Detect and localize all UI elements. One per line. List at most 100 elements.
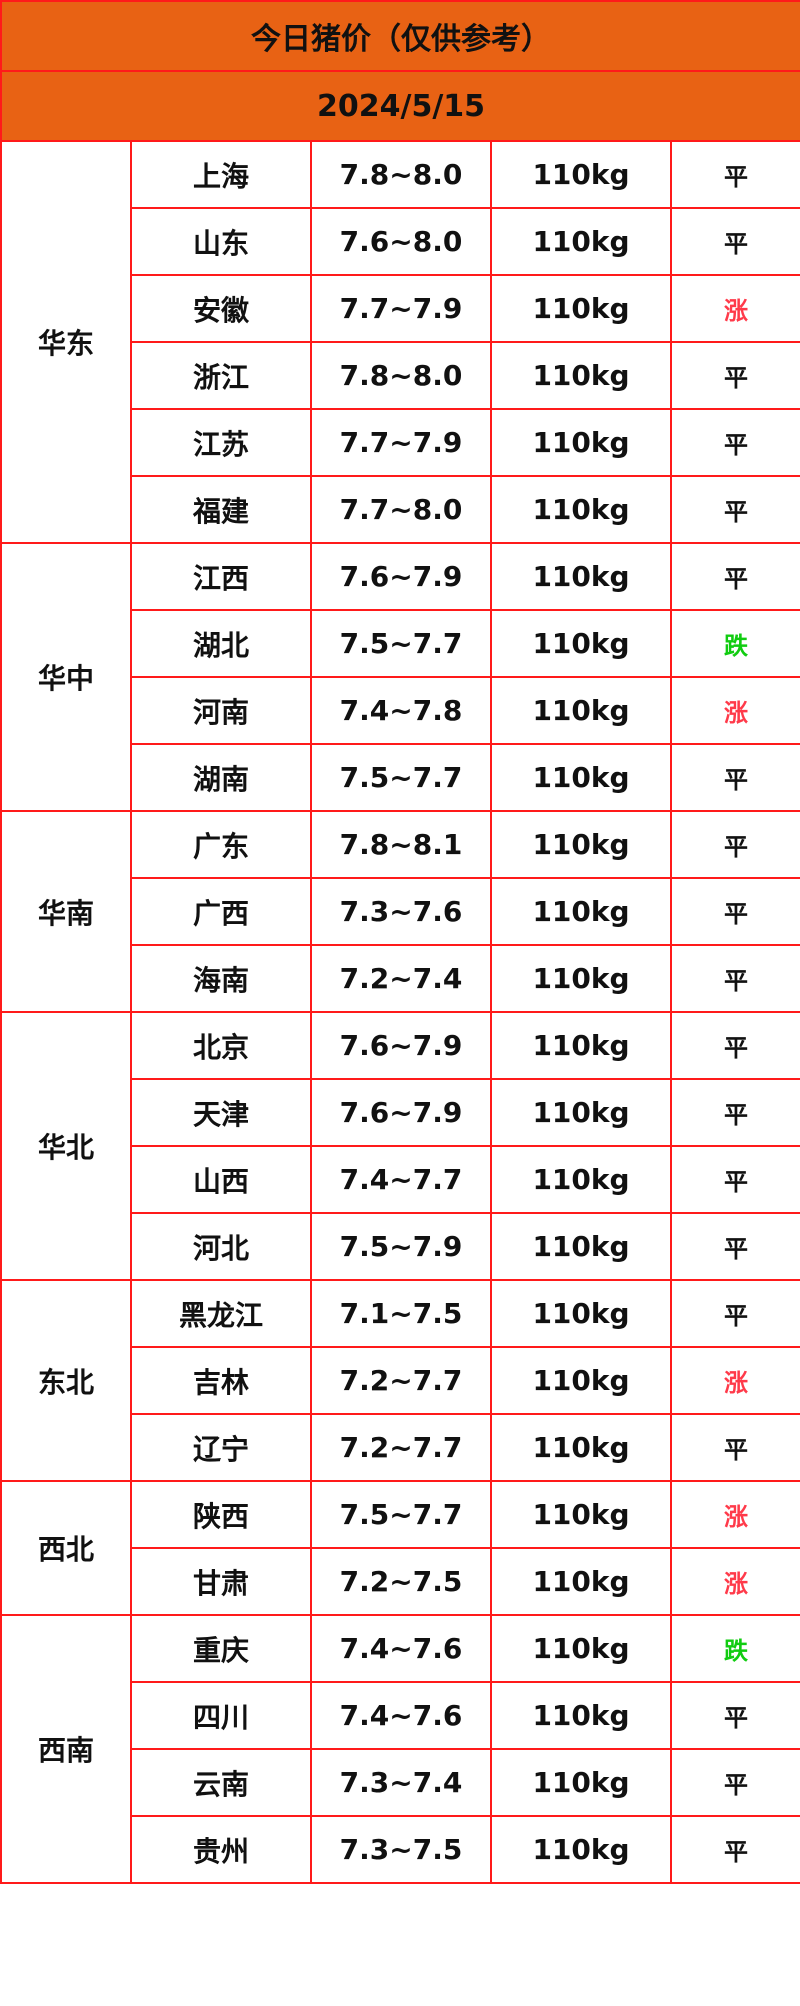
price-cell: 7.5~7.7: [310, 609, 492, 678]
weight-cell: 110kg: [490, 676, 672, 745]
region-cell: 西南: [0, 1614, 132, 1884]
trend-cell: 涨: [669, 274, 800, 343]
table-row: 西北 陕西 7.5~7.7 110kg 涨: [0, 1480, 800, 1616]
trend-cell: 平: [669, 475, 800, 544]
trend-cell: 平: [669, 877, 800, 946]
weight-cell: 110kg: [490, 1815, 672, 1884]
price-cell: 7.3~7.5: [310, 1815, 492, 1884]
trend-cell: 跌: [669, 1614, 800, 1683]
price-cell: 7.6~7.9: [310, 1078, 492, 1147]
region-cell: 华北: [0, 1011, 132, 1281]
province-cell: 上海: [130, 140, 312, 209]
province-cell: 湖北: [130, 609, 312, 678]
trend-cell: 平: [669, 1212, 800, 1281]
trend-cell: 平: [669, 1145, 800, 1214]
weight-cell: 110kg: [490, 207, 672, 276]
province-cell: 云南: [130, 1748, 312, 1817]
price-cell: 7.2~7.4: [310, 944, 492, 1013]
table-row: 东北 黑龙江 7.1~7.5 110kg 平: [0, 1279, 800, 1482]
province-cell: 辽宁: [130, 1413, 312, 1482]
province-cell: 河南: [130, 676, 312, 745]
table-row: 河南 7.4~7.8 110kg 涨: [1, 676, 800, 745]
province-cell: 福建: [130, 475, 312, 544]
province-cell: 安徽: [130, 274, 312, 343]
table-row: 吉林 7.2~7.7 110kg 涨: [1, 1346, 800, 1415]
weight-cell: 110kg: [490, 1279, 672, 1348]
province-cell: 广东: [130, 810, 312, 879]
table-title: 今日猪价（仅供参考）: [0, 0, 800, 72]
weight-cell: 110kg: [490, 1614, 672, 1683]
trend-cell: 平: [669, 1011, 800, 1080]
province-cell: 吉林: [130, 1346, 312, 1415]
table-date: 2024/5/15: [0, 70, 800, 142]
trend-cell: 涨: [669, 676, 800, 745]
table-row: 华中 江西 7.6~7.9 110kg 平: [0, 542, 800, 812]
province-cell: 北京: [130, 1011, 312, 1080]
weight-cell: 110kg: [490, 475, 672, 544]
weight-cell: 110kg: [490, 944, 672, 1013]
province-cell: 广西: [130, 877, 312, 946]
table-row: 华南 广东 7.8~8.1 110kg 平: [0, 810, 800, 1013]
weight-cell: 110kg: [490, 1145, 672, 1214]
weight-cell: 110kg: [490, 1413, 672, 1482]
table-row: 浙江 7.8~8.0 110kg 平: [1, 341, 800, 410]
trend-cell: 平: [669, 408, 800, 477]
province-cell: 甘肃: [130, 1547, 312, 1616]
table-row: 辽宁 7.2~7.7 110kg 平: [1, 1413, 800, 1482]
price-cell: 7.5~7.7: [310, 743, 492, 812]
weight-cell: 110kg: [490, 274, 672, 343]
region-cell: 华东: [0, 140, 132, 544]
table-row: 河北 7.5~7.9 110kg 平: [1, 1212, 800, 1281]
weight-cell: 110kg: [490, 1480, 672, 1549]
table-row: 湖南 7.5~7.7 110kg 平: [1, 743, 800, 812]
price-cell: 7.8~8.0: [310, 341, 492, 410]
table-row: 四川 7.4~7.6 110kg 平: [1, 1681, 800, 1750]
price-cell: 7.3~7.6: [310, 877, 492, 946]
trend-cell: 平: [669, 743, 800, 812]
table-row: 湖北 7.5~7.7 110kg 跌: [1, 609, 800, 678]
price-cell: 7.4~7.8: [310, 676, 492, 745]
trend-cell: 平: [669, 542, 800, 611]
table-row: 江苏 7.7~7.9 110kg 平: [1, 408, 800, 477]
province-cell: 浙江: [130, 341, 312, 410]
trend-cell: 平: [669, 1413, 800, 1482]
province-cell: 江苏: [130, 408, 312, 477]
province-cell: 重庆: [130, 1614, 312, 1683]
price-cell: 7.7~8.0: [310, 475, 492, 544]
price-cell: 7.1~7.5: [310, 1279, 492, 1348]
table-row: 山东 7.6~8.0 110kg 平: [1, 207, 800, 276]
province-cell: 天津: [130, 1078, 312, 1147]
province-cell: 湖南: [130, 743, 312, 812]
weight-cell: 110kg: [490, 1011, 672, 1080]
table-row: 云南 7.3~7.4 110kg 平: [1, 1748, 800, 1817]
trend-cell: 平: [669, 1279, 800, 1348]
weight-cell: 110kg: [490, 810, 672, 879]
price-cell: 7.2~7.7: [310, 1413, 492, 1482]
pig-price-table: 今日猪价（仅供参考） 2024/5/15 华东 上海 7.8~8.0 110kg 平山东…: [0, 0, 800, 1884]
trend-cell: 平: [669, 140, 800, 209]
trend-cell: 平: [669, 944, 800, 1013]
region-cell: 华南: [0, 810, 132, 1013]
weight-cell: 110kg: [490, 877, 672, 946]
weight-cell: 110kg: [490, 408, 672, 477]
price-cell: 7.6~8.0: [310, 207, 492, 276]
province-cell: 山东: [130, 207, 312, 276]
province-cell: 四川: [130, 1681, 312, 1750]
trend-cell: 平: [669, 207, 800, 276]
price-cell: 7.2~7.5: [310, 1547, 492, 1616]
region-cell: 华中: [0, 542, 132, 812]
trend-cell: 平: [669, 1078, 800, 1147]
weight-cell: 110kg: [490, 1681, 672, 1750]
price-cell: 7.6~7.9: [310, 1011, 492, 1080]
price-cell: 7.5~7.9: [310, 1212, 492, 1281]
region-cell: 东北: [0, 1279, 132, 1482]
price-cell: 7.8~8.1: [310, 810, 492, 879]
weight-cell: 110kg: [490, 1748, 672, 1817]
price-cell: 7.8~8.0: [310, 140, 492, 209]
trend-cell: 涨: [669, 1547, 800, 1616]
price-cell: 7.4~7.6: [310, 1614, 492, 1683]
weight-cell: 110kg: [490, 341, 672, 410]
price-cell: 7.2~7.7: [310, 1346, 492, 1415]
weight-cell: 110kg: [490, 609, 672, 678]
province-cell: 河北: [130, 1212, 312, 1281]
